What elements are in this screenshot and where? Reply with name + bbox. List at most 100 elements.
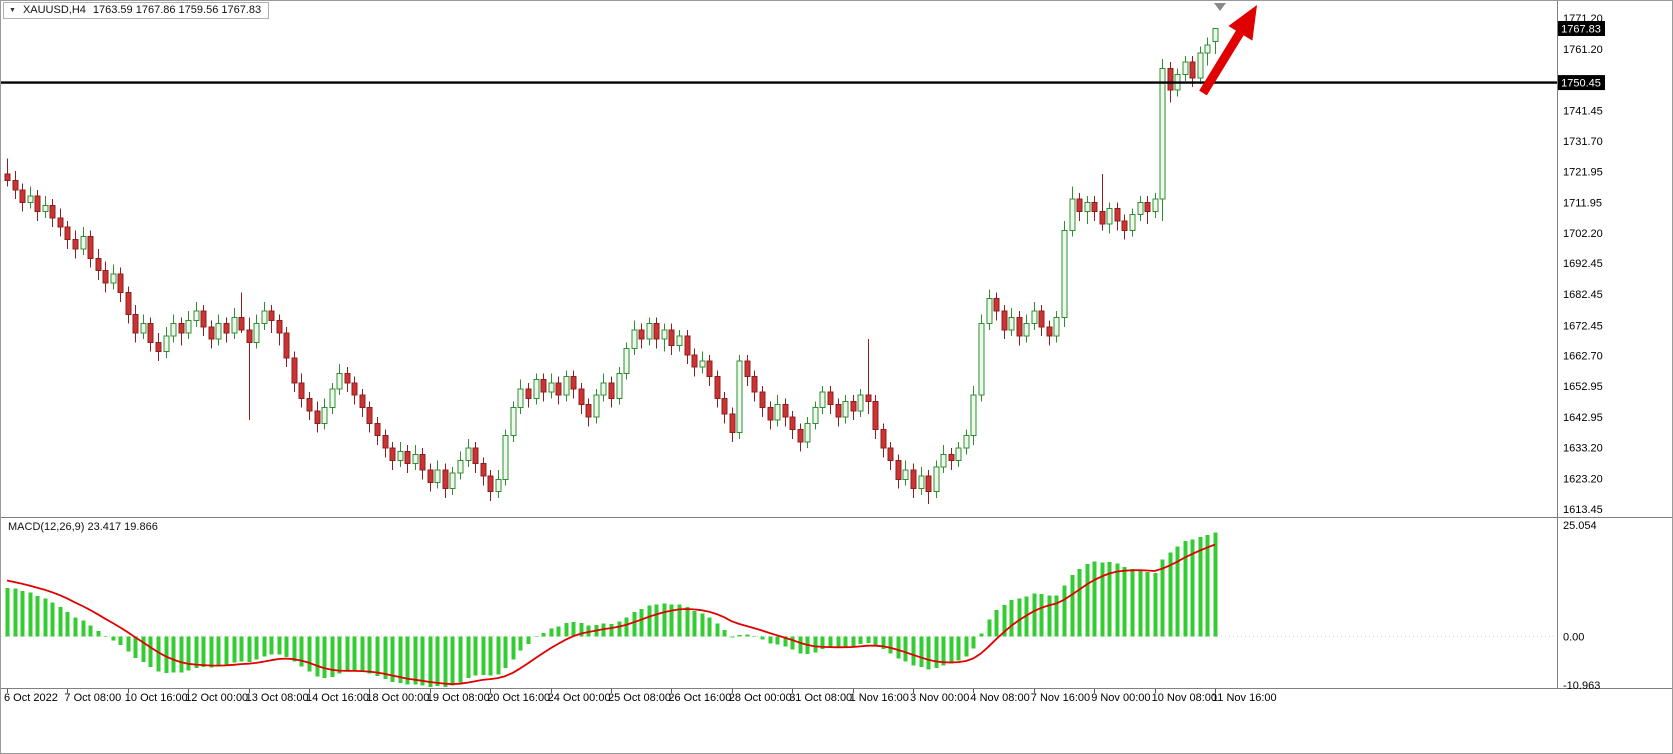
candle bbox=[955, 447, 962, 462]
macd-bar bbox=[1190, 539, 1195, 637]
candle bbox=[57, 217, 64, 228]
candle bbox=[480, 463, 487, 477]
candle bbox=[80, 235, 87, 250]
symbol-dropdown-icon[interactable]: ▼ bbox=[9, 7, 16, 14]
macd-bar bbox=[1085, 563, 1090, 637]
macd-bar bbox=[420, 636, 425, 686]
macd-bar bbox=[934, 636, 939, 669]
candle bbox=[102, 270, 109, 284]
macd-bar bbox=[579, 623, 584, 637]
candle bbox=[706, 360, 713, 378]
time-tick-label: 19 Oct 08:00 bbox=[427, 692, 490, 704]
candle bbox=[502, 435, 509, 480]
candle bbox=[283, 332, 290, 359]
macd-bar bbox=[896, 636, 901, 659]
candle bbox=[314, 410, 321, 424]
macd-bar bbox=[194, 636, 199, 668]
macd-bar bbox=[1100, 562, 1105, 637]
price-tick-label: 1623.20 bbox=[1563, 474, 1603, 486]
candle bbox=[4, 173, 11, 181]
time-scale[interactable] bbox=[1, 689, 1673, 754]
candle bbox=[842, 400, 849, 418]
svg-text:1750.45: 1750.45 bbox=[1561, 78, 1601, 90]
macd-bar bbox=[1198, 536, 1203, 637]
candle bbox=[804, 422, 811, 443]
time-tick-label: 20 Oct 16:00 bbox=[487, 692, 550, 704]
candle bbox=[525, 388, 532, 399]
chart-shift-marker[interactable] bbox=[1214, 3, 1226, 11]
candle bbox=[231, 316, 238, 334]
candle bbox=[940, 453, 947, 468]
candle bbox=[291, 357, 298, 384]
macd-bar bbox=[428, 636, 433, 687]
ohlc-values: 1763.59 1767.86 1759.56 1767.83 bbox=[92, 4, 262, 16]
macd-axis-label: -10.963 bbox=[1563, 680, 1600, 692]
macd-bar bbox=[617, 621, 622, 637]
candle bbox=[517, 388, 524, 409]
candle bbox=[306, 397, 313, 412]
candle bbox=[970, 394, 977, 437]
macd-bar bbox=[783, 636, 788, 647]
macd-bar bbox=[96, 631, 101, 637]
macd-bar bbox=[28, 592, 33, 637]
macd-bar bbox=[458, 636, 463, 683]
time-tick-label: 10 Oct 16:00 bbox=[125, 692, 188, 704]
macd-bar bbox=[866, 636, 871, 644]
macd-indicator-label: MACD(12,26,9) 23.417 19.866 bbox=[8, 521, 158, 533]
macd-bar bbox=[466, 636, 471, 678]
price-tick-label: 1721.95 bbox=[1563, 166, 1603, 178]
time-tick-label: 11 Nov 16:00 bbox=[1212, 692, 1277, 704]
price-scale[interactable] bbox=[1558, 1, 1673, 754]
candle bbox=[978, 323, 985, 396]
macd-bar bbox=[435, 636, 440, 687]
macd-bar bbox=[737, 634, 742, 637]
macd-bar bbox=[1032, 593, 1037, 637]
macd-bar bbox=[700, 613, 705, 637]
candle bbox=[918, 475, 925, 490]
price-tick-label: 1672.45 bbox=[1563, 320, 1603, 332]
macd-bar bbox=[639, 609, 644, 637]
candle bbox=[1212, 27, 1219, 43]
price-tick-label: 1711.95 bbox=[1563, 197, 1602, 209]
candle bbox=[699, 360, 706, 368]
candle bbox=[125, 292, 132, 315]
candle bbox=[472, 447, 479, 465]
time-tick-label: 1 Nov 16:00 bbox=[850, 692, 909, 704]
time-tick-label: 12 Oct 00:00 bbox=[185, 692, 248, 704]
candle bbox=[457, 460, 464, 474]
candle bbox=[1084, 201, 1091, 213]
candle bbox=[465, 447, 472, 462]
macd-bar bbox=[745, 634, 750, 637]
macd-bar bbox=[1092, 561, 1097, 637]
macd-bar bbox=[994, 609, 999, 637]
candle bbox=[1069, 198, 1076, 231]
macd-bar bbox=[299, 636, 304, 667]
candle bbox=[147, 323, 154, 343]
time-tick-label: 28 Oct 00:00 bbox=[729, 692, 792, 704]
candle bbox=[729, 413, 736, 434]
macd-bar bbox=[1077, 568, 1082, 637]
candle bbox=[382, 435, 389, 449]
macd-bar bbox=[1160, 559, 1165, 637]
time-tick-label: 25 Oct 08:00 bbox=[608, 692, 671, 704]
macd-bar bbox=[73, 617, 78, 637]
macd-bar bbox=[390, 636, 395, 683]
price-tick-label: 1731.70 bbox=[1563, 136, 1603, 148]
macd-bar bbox=[979, 633, 984, 637]
trend-arrow-annotation[interactable] bbox=[1199, 5, 1257, 96]
candle bbox=[691, 354, 698, 368]
candle bbox=[27, 195, 34, 203]
macd-axis-label: 0.00 bbox=[1563, 631, 1584, 643]
macd-bar bbox=[707, 617, 712, 637]
candle bbox=[1204, 44, 1211, 54]
macd-bar bbox=[956, 636, 961, 661]
candle bbox=[925, 475, 932, 493]
candle bbox=[857, 394, 864, 412]
macd-bar bbox=[1145, 571, 1150, 637]
time-tick-label: 14 Oct 16:00 bbox=[306, 692, 369, 704]
price-axis-labels: 1771.201761.201741.451731.701721.951711.… bbox=[1563, 13, 1603, 516]
candle bbox=[1152, 198, 1159, 213]
price-tick-label: 1741.45 bbox=[1563, 106, 1603, 118]
macd-bar bbox=[1122, 567, 1127, 637]
